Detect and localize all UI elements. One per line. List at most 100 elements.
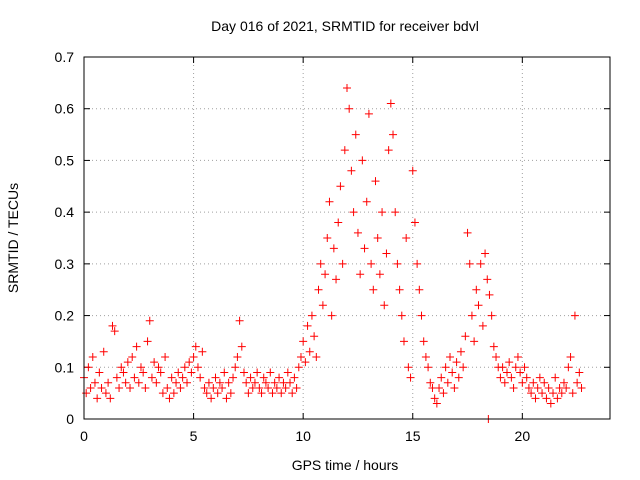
data-point (84, 363, 93, 372)
data-point (540, 378, 549, 387)
y-tick-label: 0.1 (55, 359, 75, 375)
data-point (88, 352, 97, 361)
data-point (426, 378, 435, 387)
data-point (345, 104, 354, 113)
data-point (318, 301, 327, 310)
data-point (152, 378, 161, 387)
data-point (404, 363, 413, 372)
data-point (259, 373, 268, 382)
data-point (253, 368, 262, 377)
data-point (373, 234, 382, 242)
data-point (139, 368, 148, 377)
data-point (531, 394, 540, 403)
data-point (226, 389, 235, 398)
data-point (450, 383, 459, 392)
data-point (123, 358, 132, 367)
data-point (242, 378, 251, 387)
data-point (470, 337, 479, 346)
data-point (524, 383, 533, 392)
data-point (559, 378, 568, 387)
data-point (386, 99, 395, 108)
data-point (489, 342, 498, 351)
data-point (286, 378, 295, 387)
data-point (542, 394, 551, 403)
data-point (500, 378, 509, 387)
data-point (178, 373, 187, 382)
data-point (518, 378, 527, 387)
data-point (443, 378, 452, 387)
data-point (204, 378, 213, 387)
data-point (156, 368, 165, 377)
data-point (535, 373, 544, 382)
data-point (511, 363, 520, 372)
data-point (575, 368, 584, 377)
data-point (290, 373, 299, 382)
data-point (154, 363, 163, 372)
data-point (93, 394, 102, 403)
data-point (316, 259, 325, 268)
y-axis-label: SRMTID / TECUs (5, 183, 21, 293)
ticks: 0 0.1 0.2 0.3 0.4 0.5 0.6 0.7 0 5 10 15 20 (55, 49, 610, 444)
data-point (294, 363, 303, 372)
data-point (358, 156, 367, 165)
data-point (191, 342, 200, 351)
data-point (132, 342, 141, 351)
data-point (413, 259, 422, 268)
data-point (128, 352, 137, 361)
data-point (244, 389, 253, 398)
data-point (143, 337, 152, 346)
data-point (397, 311, 406, 320)
data-point (86, 383, 95, 392)
data-point (538, 389, 547, 398)
x-tick-label: 0 (80, 428, 88, 444)
data-point (527, 389, 536, 398)
data-point (424, 363, 433, 372)
data-point (371, 177, 380, 186)
data-point (329, 244, 338, 253)
data-point (134, 378, 143, 387)
data-point (229, 373, 238, 382)
data-point (211, 373, 220, 382)
data-point (296, 352, 305, 361)
data-point (380, 301, 389, 310)
data-point (246, 373, 255, 382)
data-point (176, 383, 185, 392)
data-point (395, 285, 404, 294)
data-point (332, 275, 341, 284)
data-point (172, 378, 181, 387)
data-point (169, 389, 178, 398)
data-point (231, 363, 240, 372)
data-point (163, 383, 172, 392)
data-point (369, 285, 378, 294)
data-point (150, 358, 159, 367)
data-point (90, 378, 99, 387)
data-point (421, 352, 430, 361)
data-point (507, 373, 516, 382)
data-point (509, 383, 518, 392)
data-point (492, 352, 501, 361)
y-tick-label: 0.5 (55, 152, 75, 168)
data-point (261, 378, 270, 387)
data-point (481, 249, 490, 258)
data-point (474, 301, 483, 310)
data-point (82, 389, 91, 398)
data-point (467, 311, 476, 320)
data-point (340, 146, 349, 155)
data-point (268, 389, 277, 398)
data-point (399, 337, 408, 346)
data-point (158, 389, 167, 398)
data-point (402, 234, 411, 242)
data-point (104, 378, 113, 387)
data-point (441, 363, 450, 372)
data-point (136, 363, 145, 372)
data-point (439, 389, 448, 398)
y-tick-label: 0.7 (55, 49, 75, 65)
data-point (382, 249, 391, 258)
data-point (356, 270, 365, 279)
data-point (237, 342, 246, 351)
data-point (255, 383, 264, 392)
data-point (310, 332, 319, 341)
data-point (218, 383, 227, 392)
data-point (101, 389, 110, 398)
plot-border (83, 56, 611, 420)
